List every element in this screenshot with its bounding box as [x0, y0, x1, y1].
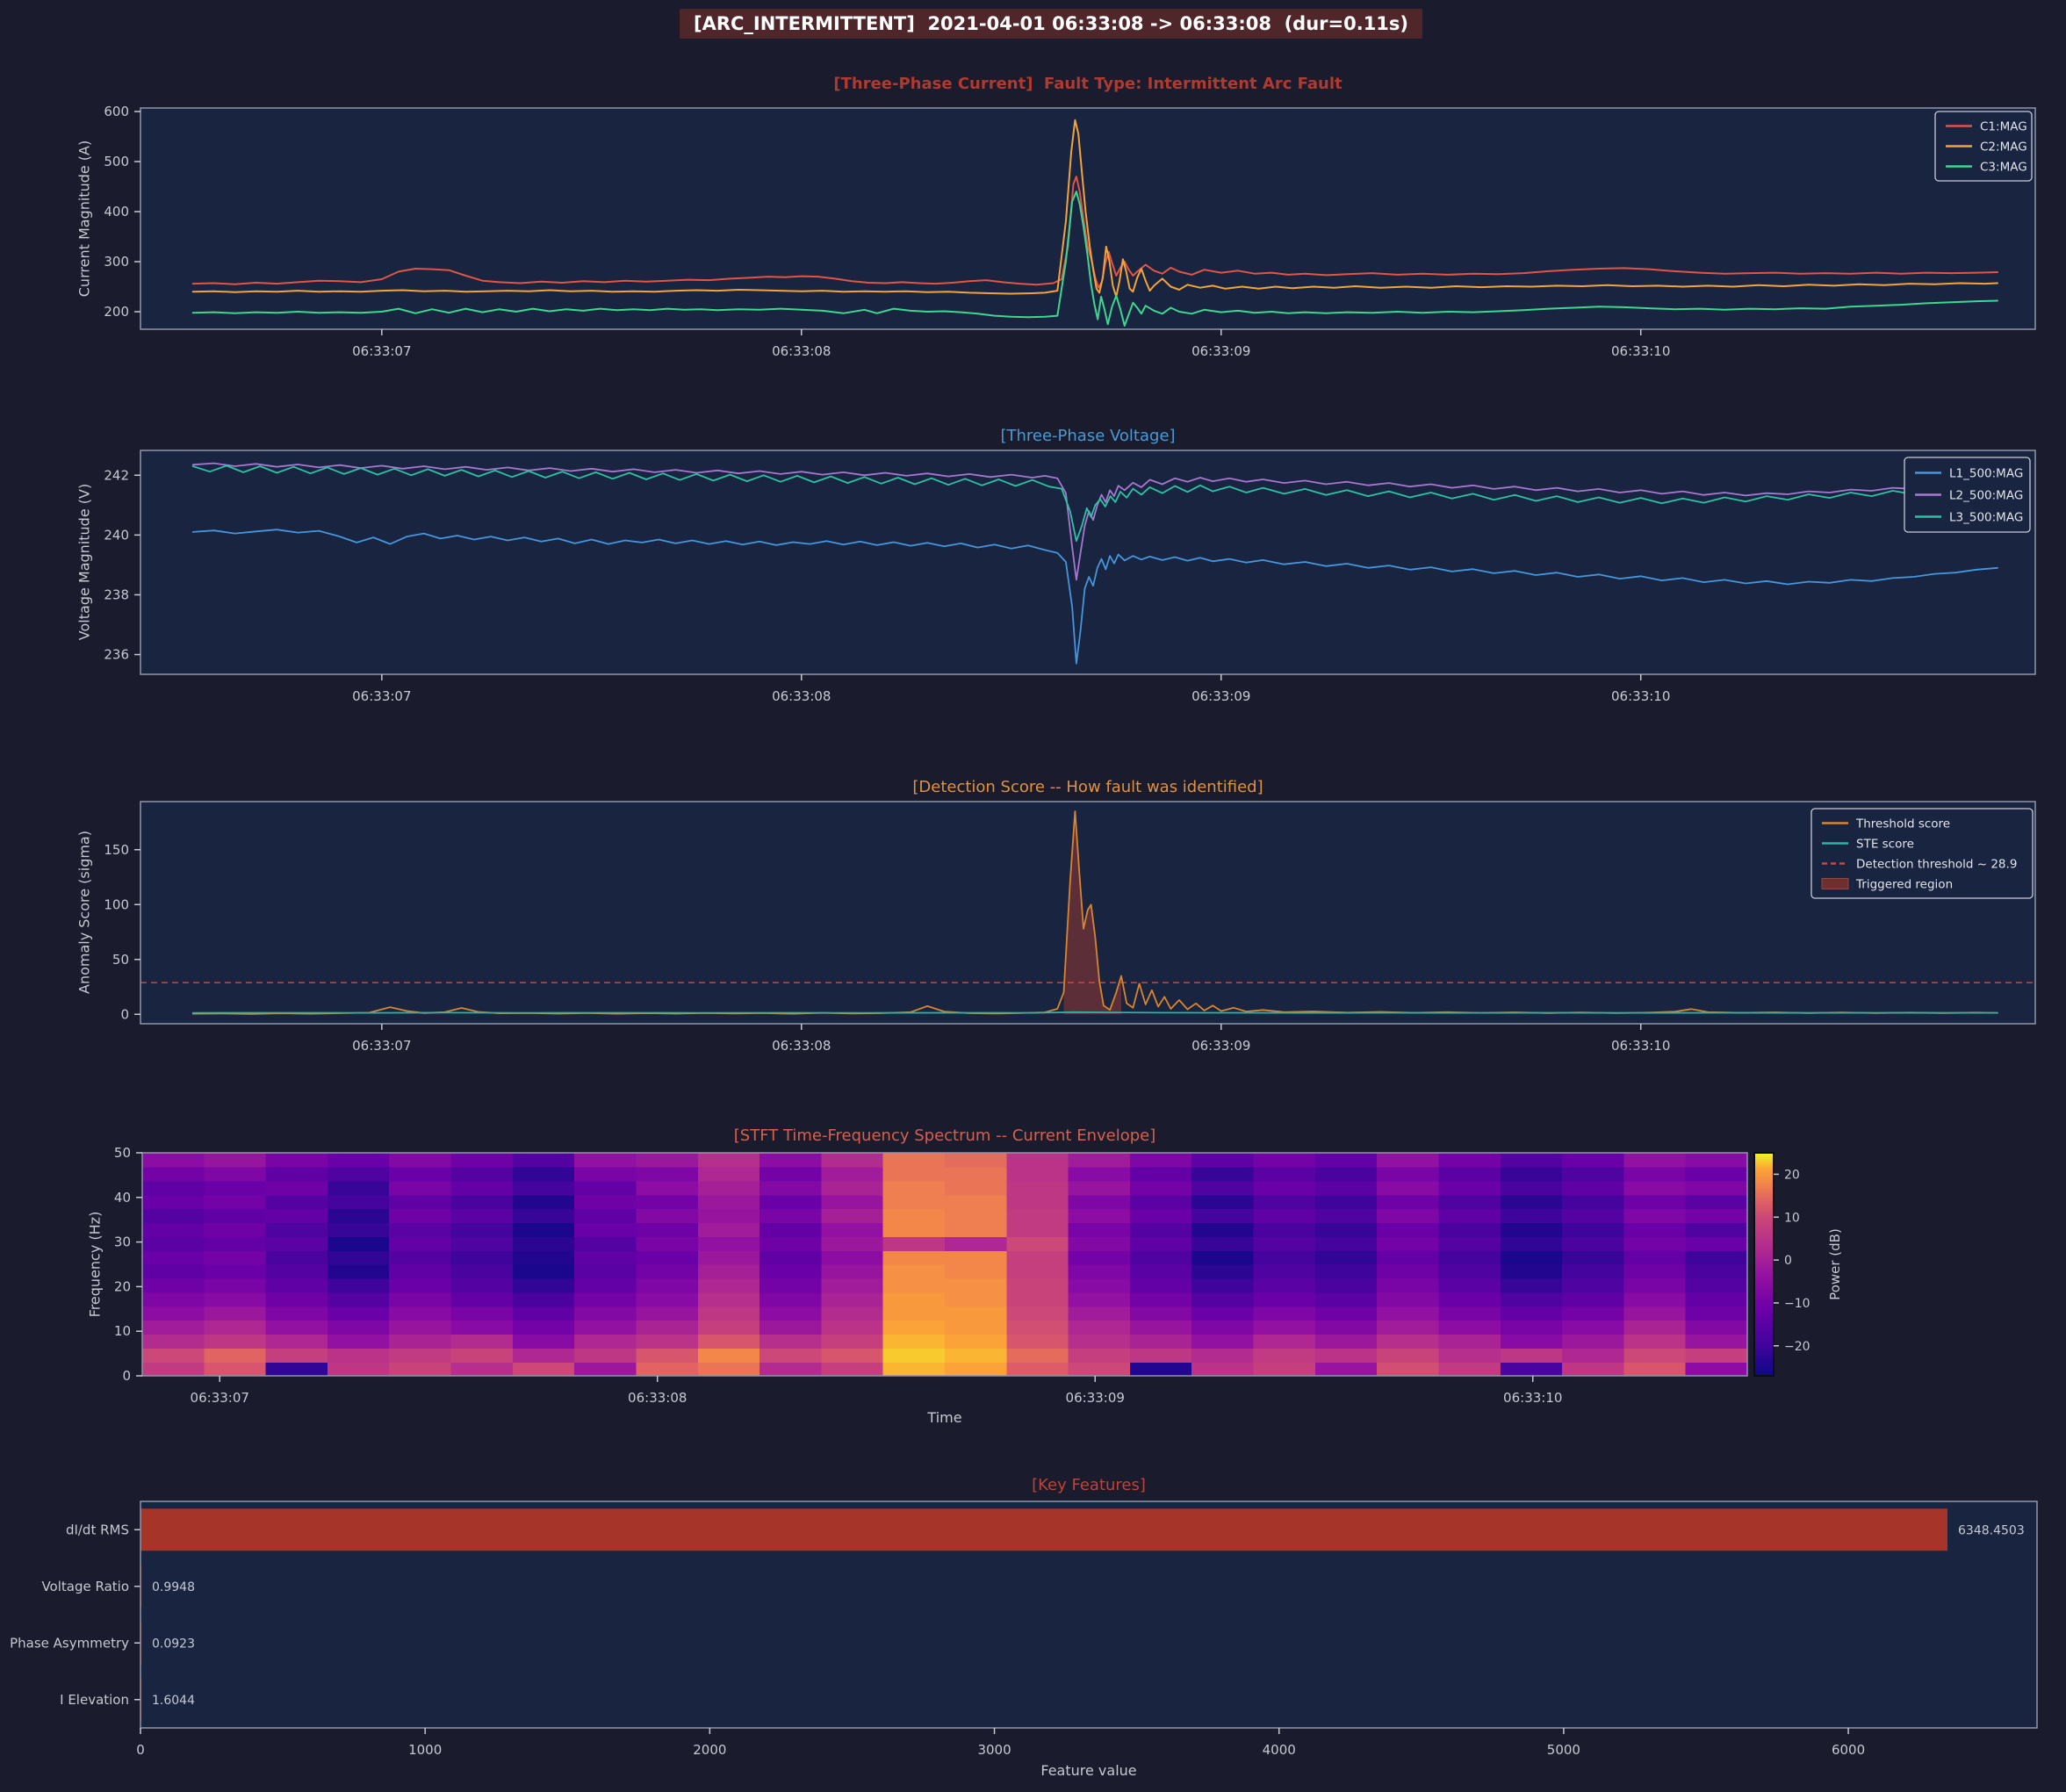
svg-text:Voltage Ratio: Voltage Ratio	[41, 1579, 129, 1594]
svg-text:150: 150	[104, 842, 129, 858]
svg-text:L2_500:MAG: L2_500:MAG	[1949, 489, 2023, 503]
stft-chart-area: 06:33:07 06:33:08 06:33:09 06:33:10 0 10 20 30 4…	[114, 1145, 1810, 1406]
svg-text:50: 50	[114, 1145, 131, 1161]
svg-text:C3:MAG: C3:MAG	[1980, 161, 2027, 175]
svg-text:06:33:07: 06:33:07	[352, 1038, 411, 1054]
svg-text:50: 50	[112, 952, 129, 968]
svg-text:06:33:08: 06:33:08	[772, 688, 831, 704]
svg-text:STE score: STE score	[1856, 838, 1914, 852]
svg-text:600: 600	[104, 104, 129, 119]
features-x-axis-label: Feature value	[1040, 1762, 1137, 1779]
stft-chart-title: [STFT Time-Frequency Spectrum -- Current…	[733, 1126, 1156, 1145]
voltage-chart-area: 06:33:07 06:33:08 06:33:09 06:33:10 236 238 24…	[104, 450, 2036, 704]
svg-text:242: 242	[104, 467, 129, 483]
svg-text:06:33:09: 06:33:09	[1066, 1390, 1125, 1406]
svg-text:30: 30	[114, 1234, 131, 1250]
svg-text:06:33:07: 06:33:07	[352, 343, 411, 359]
svg-text:−20: −20	[1784, 1340, 1810, 1354]
feature-bar	[140, 1508, 1947, 1551]
svg-text:238: 238	[104, 587, 129, 602]
features-chart-title: [Key Features]	[1032, 1476, 1146, 1494]
svg-text:06:33:10: 06:33:10	[1611, 688, 1670, 704]
svg-text:06:33:07: 06:33:07	[191, 1390, 249, 1406]
svg-text:10: 10	[1784, 1211, 1800, 1225]
stft-x-axis-label: Time	[927, 1409, 962, 1426]
svg-text:06:33:10: 06:33:10	[1611, 1038, 1670, 1054]
svg-text:0: 0	[1784, 1254, 1792, 1268]
svg-text:06:33:08: 06:33:08	[772, 1038, 831, 1054]
svg-text:06:33:09: 06:33:09	[1191, 343, 1250, 359]
svg-text:500: 500	[104, 154, 129, 169]
svg-text:6000: 6000	[1832, 1742, 1865, 1758]
svg-text:10: 10	[114, 1323, 131, 1339]
svg-text:06:33:09: 06:33:09	[1191, 1038, 1250, 1054]
svg-text:200: 200	[104, 304, 129, 320]
svg-text:Threshold score: Threshold score	[1855, 817, 1950, 831]
svg-text:0.0923: 0.0923	[152, 1637, 195, 1651]
svg-text:0.9948: 0.9948	[152, 1580, 195, 1594]
detection-chart-area: 06:33:07 06:33:08 06:33:09 06:33:10 0 50 100 15…	[104, 801, 2036, 1054]
svg-text:C2:MAG: C2:MAG	[1980, 140, 2027, 155]
svg-text:06:33:08: 06:33:08	[772, 343, 831, 359]
svg-text:1.6044: 1.6044	[152, 1694, 195, 1708]
svg-text:300: 300	[104, 254, 129, 270]
svg-text:06:33:09: 06:33:09	[1191, 688, 1250, 704]
svg-text:6348.4503: 6348.4503	[1958, 1523, 2025, 1537]
detection-chart-title: [Detection Score -- How fault was identi…	[912, 778, 1263, 796]
svg-text:L3_500:MAG: L3_500:MAG	[1949, 511, 2023, 525]
svg-text:20: 20	[114, 1278, 131, 1294]
svg-text:5000: 5000	[1547, 1742, 1580, 1758]
svg-text:06:33:10: 06:33:10	[1503, 1390, 1562, 1406]
svg-text:Triggered region: Triggered region	[1855, 878, 1953, 892]
svg-text:40: 40	[114, 1190, 131, 1205]
svg-text:06:33:08: 06:33:08	[628, 1390, 687, 1406]
voltage-chart-title: [Three-Phase Voltage]	[1000, 427, 1176, 445]
svg-text:400: 400	[104, 204, 129, 220]
svg-text:1000: 1000	[408, 1742, 442, 1758]
svg-text:L1_500:MAG: L1_500:MAG	[1949, 467, 2023, 481]
svg-text:4000: 4000	[1263, 1742, 1296, 1758]
svg-text:06:33:10: 06:33:10	[1611, 343, 1670, 359]
svg-text:100: 100	[104, 896, 129, 912]
features-chart-area: dI/dt RMS 6348.4503 Voltage Ratio 0.9948 Pha…	[10, 1501, 2038, 1758]
svg-text:C1:MAG: C1:MAG	[1980, 120, 2027, 134]
header-title-badge: [ARC_INTERMITTENT] 2021-04-01 06:33:08 -…	[679, 9, 1423, 39]
svg-text:dI/dt RMS: dI/dt RMS	[66, 1522, 129, 1537]
svg-text:0: 0	[122, 1368, 131, 1384]
svg-text:Detection threshold ~ 28.9: Detection threshold ~ 28.9	[1856, 858, 2017, 872]
svg-text:I Elevation: I Elevation	[60, 1692, 129, 1708]
svg-text:240: 240	[104, 527, 129, 543]
current-chart-title: [Three-Phase Current] Fault Type: Interm…	[833, 75, 1343, 93]
current-chart-area: 06:33:07 06:33:08 06:33:09 06:33:10 200 300 40…	[104, 104, 2036, 359]
svg-text:3000: 3000	[977, 1742, 1011, 1758]
svg-text:20: 20	[1784, 1168, 1800, 1182]
svg-text:236: 236	[104, 647, 129, 663]
svg-text:0: 0	[136, 1742, 145, 1758]
svg-text:−10: −10	[1784, 1297, 1810, 1311]
svg-text:0: 0	[120, 1006, 129, 1022]
svg-text:2000: 2000	[693, 1742, 726, 1758]
svg-text:06:33:07: 06:33:07	[352, 688, 411, 704]
svg-text:Phase Asymmetry: Phase Asymmetry	[10, 1635, 129, 1651]
